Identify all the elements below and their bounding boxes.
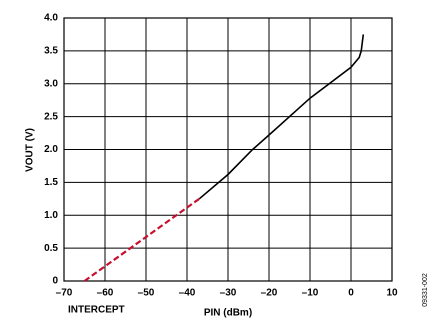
x-tick-label: 0	[348, 288, 354, 299]
y-tick-label: 4.0	[44, 13, 58, 24]
x-tick-label: –60	[97, 288, 114, 299]
y-tick-label: 1.0	[44, 210, 58, 221]
y-tick-label: 3.5	[44, 46, 58, 57]
y-tick-label: 1.5	[44, 177, 58, 188]
x-axis-label: PIN (dBm)	[204, 308, 252, 319]
y-axis-label: VOUT (V)	[25, 128, 36, 172]
x-tick-label: –10	[302, 288, 319, 299]
data-line	[83, 197, 200, 282]
y-tick-label: 2.0	[44, 144, 58, 155]
y-tick-label: 0	[52, 276, 58, 287]
x-tick-label: –30	[220, 288, 237, 299]
y-tick-label: 2.5	[44, 111, 58, 122]
plot-frame	[63, 17, 393, 282]
x-tick-label: –40	[179, 288, 196, 299]
y-tick-label: 3.0	[44, 78, 58, 89]
annotation: INTERCEPT	[68, 305, 125, 316]
data-line	[198, 34, 365, 200]
x-tick-label: –50	[138, 288, 155, 299]
x-tick-label: –20	[261, 288, 278, 299]
x-tick-label: –70	[56, 288, 73, 299]
x-tick-label: 10	[386, 288, 398, 299]
figure-id: 09331-002	[422, 273, 429, 307]
y-tick-label: 0.5	[44, 243, 58, 254]
